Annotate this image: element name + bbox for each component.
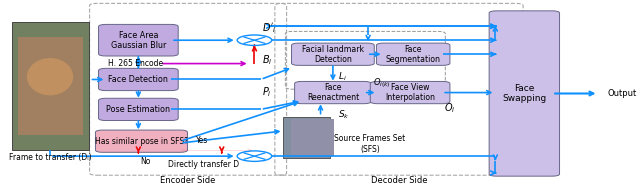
Text: Has similar pose in SFS?: Has similar pose in SFS? <box>95 137 188 146</box>
FancyBboxPatch shape <box>99 68 178 91</box>
Text: $S_k$: $S_k$ <box>338 109 349 121</box>
Text: Face Detection: Face Detection <box>108 75 168 84</box>
Text: $L_i$: $L_i$ <box>338 70 347 83</box>
FancyBboxPatch shape <box>12 22 89 150</box>
Text: Frame to transfer (Dᵢ): Frame to transfer (Dᵢ) <box>9 153 92 162</box>
Text: Output: Output <box>608 89 637 98</box>
Ellipse shape <box>27 58 73 95</box>
Text: Pose Estimation: Pose Estimation <box>106 105 170 114</box>
Text: Face
Swapping: Face Swapping <box>502 84 547 103</box>
Text: Decoder Side: Decoder Side <box>371 176 428 185</box>
Text: Face Area
Gaussian Blur: Face Area Gaussian Blur <box>111 30 166 50</box>
FancyBboxPatch shape <box>376 43 450 65</box>
Text: Yes: Yes <box>196 136 208 145</box>
Text: $P_i$: $P_i$ <box>262 85 271 99</box>
Text: No: No <box>140 157 151 166</box>
Text: $O_{i(k)}$: $O_{i(k)}$ <box>373 76 391 90</box>
Text: $B_i$: $B_i$ <box>262 53 273 67</box>
FancyBboxPatch shape <box>18 37 83 135</box>
Text: Encoder Side: Encoder Side <box>161 176 216 185</box>
Text: Directly transfer D: Directly transfer D <box>168 160 239 169</box>
FancyBboxPatch shape <box>371 82 450 104</box>
Text: $D'_i$: $D'_i$ <box>262 21 276 35</box>
FancyBboxPatch shape <box>294 82 371 104</box>
Text: H. 265 Encode: H. 265 Encode <box>108 59 163 68</box>
FancyBboxPatch shape <box>292 43 374 65</box>
FancyBboxPatch shape <box>489 11 559 176</box>
Text: Face
Reenactment: Face Reenactment <box>307 83 359 102</box>
FancyBboxPatch shape <box>284 117 330 158</box>
Text: Facial landmark
Detection: Facial landmark Detection <box>302 45 364 64</box>
FancyBboxPatch shape <box>99 98 178 121</box>
Text: $O_i$: $O_i$ <box>444 102 456 115</box>
FancyBboxPatch shape <box>95 130 188 152</box>
FancyBboxPatch shape <box>99 24 178 56</box>
Text: Source Frames Set
(SFS): Source Frames Set (SFS) <box>334 134 406 154</box>
FancyBboxPatch shape <box>291 119 334 156</box>
Text: Face View
Interpolation: Face View Interpolation <box>385 83 435 102</box>
Text: Face
Segmentation: Face Segmentation <box>386 45 441 64</box>
